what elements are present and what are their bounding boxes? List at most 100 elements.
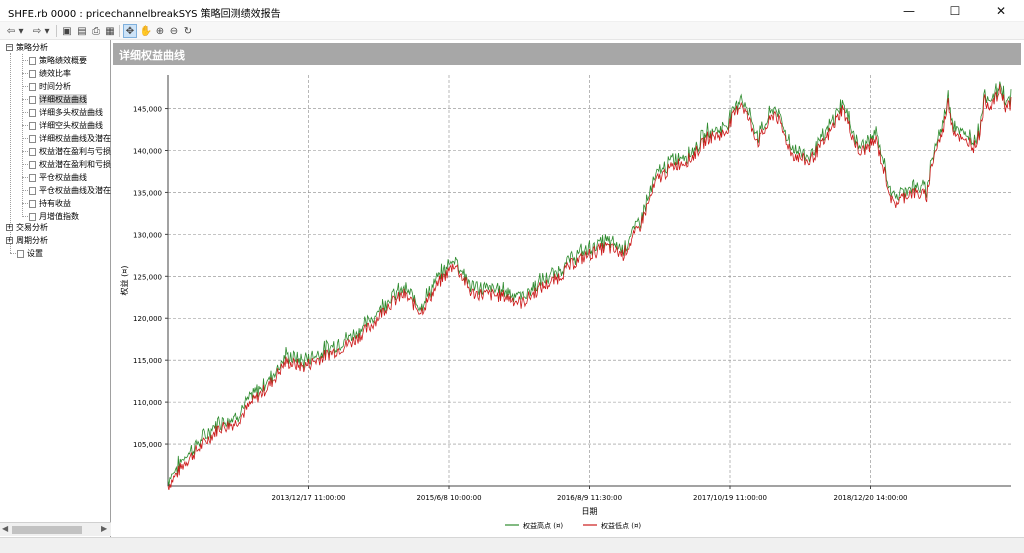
tree-item-label: 设置 <box>27 249 43 258</box>
y-tick-label: 135,000 <box>133 189 162 197</box>
scroll-left-icon[interactable]: ◀ <box>2 524 9 533</box>
tree-connector <box>22 177 28 178</box>
scrollbar-thumb[interactable] <box>12 526 82 534</box>
forward-dropdown-icon[interactable]: ▾ <box>44 25 50 37</box>
equity-series <box>167 81 1012 490</box>
zoom-out-icon[interactable]: ⊖ <box>169 25 179 37</box>
tree-item-strategy-12[interactable]: 月增值指数 <box>29 210 79 223</box>
tree-item-label: 详细空头权益曲线 <box>39 121 103 130</box>
document-icon <box>17 249 24 258</box>
document-icon <box>29 212 36 221</box>
report-tree: − 策略分析 策略绩效概要绩效比率 时间分析 详细权益曲线 详细多头权益曲线详细空头权… <box>0 40 111 537</box>
tree-item-strategy-1[interactable]: 绩效比率 <box>29 67 71 80</box>
window-title: SHFE.rb 0000 : pricechannelbreakSYS 策略回测… <box>8 9 281 20</box>
toolbar: ⇦ ▾ ⇨ ▾ ▣ ▤ ⎙ ▦ ✥ ✋ ⊕ ⊖ ↻ <box>0 22 1024 40</box>
x-tick-label: 2015/6/8 10:00:00 <box>416 494 481 502</box>
tree-item-strategy-5[interactable]: 详细空头权益曲线 <box>29 119 103 132</box>
tree-connector <box>22 60 28 61</box>
tree-item-settings[interactable]: 设置 <box>17 247 43 260</box>
tree-connector <box>22 190 28 191</box>
tree-connector <box>22 164 28 165</box>
document-icon <box>29 199 36 208</box>
tree-connector <box>22 203 28 204</box>
legend-label: 权益低点 (¤) <box>601 521 641 530</box>
save-icon[interactable]: ▣ <box>62 25 72 37</box>
maximize-button[interactable]: ☐ <box>949 4 961 18</box>
tree-item-label: 策略绩效概要 <box>39 56 87 65</box>
report-icon[interactable]: ▦ <box>105 25 115 37</box>
document-icon <box>29 173 36 182</box>
document-icon <box>29 147 36 156</box>
tree-item-strategy-2[interactable]: 时间分析 <box>29 80 71 93</box>
y-tick-label: 115,000 <box>133 357 162 365</box>
collapse-icon[interactable]: − <box>6 43 13 51</box>
y-axis-label: 权益 (¤) <box>119 266 129 296</box>
tree-item-strategy-11[interactable]: 持有收益 <box>29 197 71 210</box>
zoom-in-icon[interactable]: ⊕ <box>155 25 165 37</box>
tree-item-strategy-6[interactable]: 详细权益曲线及潜在 <box>29 132 111 145</box>
document-icon <box>29 82 36 91</box>
reset-icon[interactable]: ↻ <box>183 25 193 37</box>
tree-item-label: 平仓权益曲线及潜在 <box>39 186 111 195</box>
export-icon[interactable]: ▤ <box>77 25 87 37</box>
tree-item-strategy-4[interactable]: 详细多头权益曲线 <box>29 106 103 119</box>
pointer-icon[interactable]: ✥ <box>123 24 137 38</box>
y-tick-label: 110,000 <box>133 399 162 407</box>
document-icon <box>29 160 36 169</box>
scroll-right-icon[interactable]: ▶ <box>101 524 108 533</box>
print-icon[interactable]: ⎙ <box>92 25 100 37</box>
panel-header: 详细权益曲线 <box>113 43 1021 65</box>
tree-item-strategy-8[interactable]: 权益潜在盈利和亏损 <box>29 158 111 171</box>
tree-item-strategy-10[interactable]: 平仓权益曲线及潜在 <box>29 184 111 197</box>
tree-item-strategy-7[interactable]: 权益潜在盈利与亏损 <box>29 145 111 158</box>
legend-entry: 权益低点 (¤) <box>583 521 641 530</box>
tree-group-label: 交易分析 <box>16 223 48 232</box>
tree-connector <box>22 112 28 113</box>
legend-entry: 权益高点 (¤) <box>505 521 563 530</box>
equity-curve-chart[interactable]: 105,000 110,000 115,000 120,000 125,000 130,0… <box>113 67 1021 537</box>
tree-item-label: 详细权益曲线 <box>39 94 87 105</box>
x-tick-label: 2013/12/17 11:00:00 <box>271 494 345 502</box>
tree-item-label: 权益潜在盈利和亏损 <box>39 160 111 169</box>
tree-connector <box>22 54 23 217</box>
tree-item-strategy-9[interactable]: 平仓权益曲线 <box>29 171 87 184</box>
forward-icon[interactable]: ⇨ <box>32 25 42 37</box>
back-icon[interactable]: ⇦ <box>6 25 16 37</box>
minimize-button[interactable]: — <box>903 4 915 18</box>
tree-connector <box>22 73 28 74</box>
document-icon <box>29 108 36 117</box>
tree-item-label: 月增值指数 <box>39 212 79 221</box>
chart-grid <box>168 75 1011 486</box>
tree-connector <box>22 86 28 87</box>
pan-hand-icon[interactable]: ✋ <box>139 25 153 37</box>
close-button[interactable]: ✕ <box>995 4 1007 18</box>
tree-connector <box>22 125 28 126</box>
tree-group-period-analysis[interactable]: + 周期分析 <box>6 234 48 247</box>
legend-label: 权益高点 (¤) <box>523 521 563 530</box>
y-axis-ticks: 105,000 110,000 115,000 120,000 125,000 130,0… <box>133 106 168 449</box>
x-axis-label: 日期 <box>582 507 598 516</box>
tree-item-strategy-3[interactable]: 详细权益曲线 <box>29 93 87 106</box>
sidebar-horizontal-scrollbar[interactable]: ◀ ▶ <box>0 522 111 536</box>
document-icon <box>29 121 36 130</box>
x-axis-ticks: 2013/12/17 11:00:00 2015/6/8 10:00:00 2016… <box>271 486 908 502</box>
y-tick-label: 145,000 <box>133 106 162 114</box>
tree-item-label: 持有收益 <box>39 199 71 208</box>
expand-icon[interactable]: + <box>6 236 13 244</box>
tree-item-strategy-0[interactable]: 策略绩效概要 <box>29 54 87 67</box>
tree-connector <box>22 151 28 152</box>
tree-group-strategy-analysis[interactable]: − 策略分析 <box>6 41 48 54</box>
x-tick-label: 2018/12/20 14:00:00 <box>833 494 907 502</box>
y-tick-label: 120,000 <box>133 315 162 323</box>
y-tick-label: 125,000 <box>133 273 162 281</box>
y-tick-label: 140,000 <box>133 147 162 155</box>
document-icon <box>29 56 36 65</box>
tree-group-trade-analysis[interactable]: + 交易分析 <box>6 221 48 234</box>
document-icon <box>29 186 36 195</box>
tree-item-label: 平仓权益曲线 <box>39 173 87 182</box>
tree-item-label: 详细权益曲线及潜在 <box>39 134 111 143</box>
document-icon <box>29 69 36 78</box>
back-dropdown-icon[interactable]: ▾ <box>18 25 24 37</box>
expand-icon[interactable]: + <box>6 223 13 231</box>
report-panel: 详细权益曲线 105,000 110,000 115,000 120,000 125,0… <box>113 40 1021 537</box>
